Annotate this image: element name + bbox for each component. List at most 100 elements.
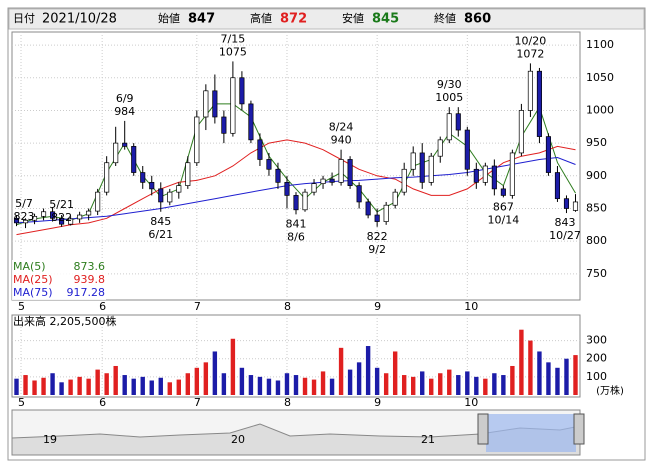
annotation-price: 1005 [435, 91, 463, 104]
navigator-label: 20 [231, 433, 245, 446]
candle-body [311, 183, 317, 193]
volume-bar [519, 329, 524, 395]
annotation-price: 822 [51, 211, 72, 224]
volume-bar [374, 367, 380, 395]
annotation-date: 9/2 [368, 243, 386, 256]
volume-bar [338, 347, 344, 395]
annotation-date: 10/20 [515, 34, 547, 47]
candle-body [410, 152, 416, 170]
volume-bar [68, 379, 73, 395]
volume-bar [212, 351, 218, 395]
annotation-price: 1072 [516, 47, 544, 60]
annotation-price: 843 [555, 216, 576, 229]
volume-bar [365, 346, 371, 395]
candle-body [491, 165, 497, 190]
open: 847 [188, 12, 215, 27]
volume-bar [329, 378, 335, 395]
volume-bar [122, 375, 127, 395]
volume-bar [23, 375, 28, 395]
volume-bar [239, 367, 245, 395]
candle-body [266, 159, 272, 170]
volume-bar [167, 382, 172, 395]
volume-bar [194, 367, 200, 395]
volume-bar [59, 382, 64, 395]
annotation-date: 7/15 [221, 32, 246, 45]
candle-body [518, 110, 524, 154]
y-tick-label: 750 [586, 267, 607, 280]
close-label: 終値 [434, 11, 456, 25]
candle-body [194, 116, 200, 164]
volume-bar [149, 380, 154, 395]
navigator-window[interactable] [486, 414, 576, 452]
volume-bar [302, 377, 308, 395]
volume-bar [131, 378, 136, 395]
volume-bar [266, 378, 272, 395]
navigator-handle-right[interactable] [573, 413, 585, 445]
annotation-date: 9/30 [437, 78, 462, 91]
volume-bar [537, 351, 542, 395]
legend-value: 939.8 [74, 273, 106, 286]
volume-bar [447, 369, 452, 395]
candle-body [230, 77, 236, 134]
volume-bar [86, 378, 91, 395]
high-label: 高値 [250, 11, 272, 25]
x-tick-label: 9 [374, 300, 381, 313]
moving-average [16, 139, 576, 236]
candle-body [302, 191, 308, 211]
candle-body [545, 136, 551, 173]
volume-bar [140, 376, 145, 395]
y-tick-label: 300 [586, 334, 607, 347]
annotation-price: 984 [114, 105, 135, 118]
volume-bar [411, 376, 416, 395]
candle-body [158, 188, 164, 203]
annotation-date: 10/14 [488, 213, 520, 226]
candle-body [104, 162, 110, 193]
candle-body [257, 139, 263, 160]
x-tick-label: 8 [284, 300, 291, 313]
volume-bar [501, 375, 506, 395]
x-tick-label: 10 [464, 300, 478, 313]
volume-bar [555, 367, 560, 395]
volume-panel [11, 314, 581, 398]
volume-bar [429, 378, 434, 395]
volume-bar [104, 373, 109, 395]
volume-unit: (万株) [596, 384, 624, 397]
candle-body [95, 191, 101, 212]
candle-body [59, 217, 65, 225]
volume-bar [257, 376, 263, 395]
x-tick-label: 7 [194, 396, 201, 409]
high: 872 [280, 12, 307, 27]
navigator-handle-left[interactable] [477, 413, 489, 445]
candle-body [176, 185, 182, 193]
date: 2021/10/28 [42, 12, 117, 27]
volume-bar [465, 371, 470, 395]
legend-name: MA(75) [13, 286, 53, 299]
volume-label: 出来高 2,205,500株 [13, 314, 116, 328]
x-tick-label: 5 [18, 396, 25, 409]
volume-bar [41, 377, 46, 395]
navigator-label: 21 [421, 433, 435, 446]
volume-bar [347, 369, 353, 395]
x-tick-label: 7 [194, 300, 201, 313]
candle-body [536, 70, 542, 137]
volume-bar [77, 376, 82, 395]
volume-bar [203, 362, 209, 395]
volume-bar [284, 373, 290, 395]
volume-bar [420, 371, 425, 395]
y-tick-label: 900 [586, 169, 607, 182]
volume-bar [492, 373, 497, 395]
candle-body [401, 168, 407, 193]
y-tick-label: 100 [586, 370, 607, 383]
annotation-price: 822 [367, 230, 388, 243]
candle-body [455, 113, 461, 131]
annotation-price: 841 [286, 217, 307, 230]
legend-name: MA(5) [13, 260, 46, 273]
candle-body [131, 146, 137, 173]
volume-bar [438, 373, 443, 395]
volume-bar [95, 369, 100, 395]
candle-body [464, 129, 470, 170]
candle-body [68, 218, 74, 225]
volume-bar [230, 338, 236, 395]
volume-bar [383, 373, 389, 395]
